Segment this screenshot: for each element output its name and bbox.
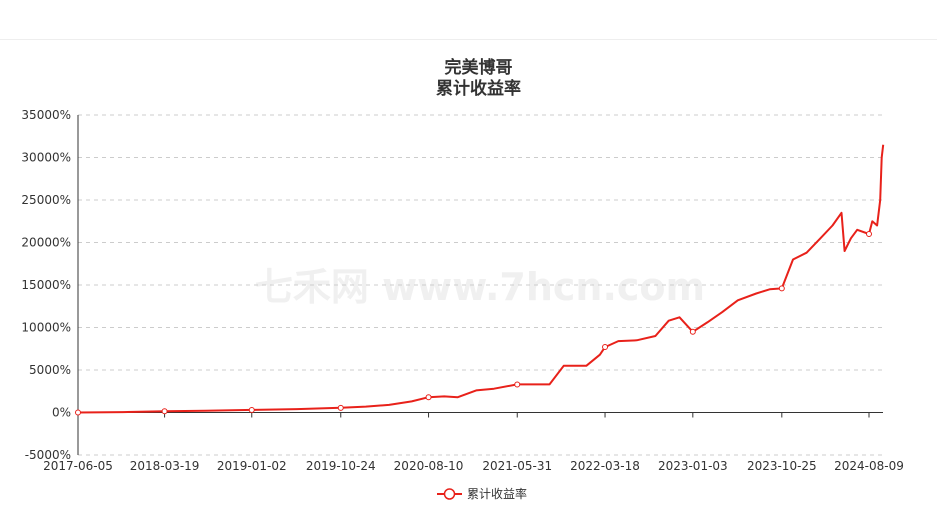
data-point [689, 328, 696, 335]
legend-marker [443, 488, 456, 500]
series-line [77, 144, 885, 414]
y-tick-label: -5000% [25, 448, 71, 462]
y-tick-label: 20000% [21, 236, 71, 250]
x-tick-label: 2023-01-03 [658, 459, 728, 473]
x-tick-label: 2019-01-02 [217, 459, 287, 473]
data-point [602, 344, 609, 351]
data-point [161, 408, 168, 415]
x-tick-label: 2018-03-19 [130, 459, 200, 473]
data-point [337, 404, 344, 411]
y-tick-label: 10000% [21, 321, 71, 335]
x-tick-label: 2023-10-25 [747, 459, 817, 473]
x-tick-label: 2021-05-31 [482, 459, 552, 473]
top-bar [0, 0, 937, 40]
y-tick-label: 5000% [29, 363, 71, 377]
y-axis-ticks: -5000% 0% 5000% 10000% 15000% 20000% 25000% 300… [21, 108, 71, 462]
y-tick-label: 15000% [21, 278, 71, 292]
y-tick-label: 0% [52, 406, 71, 420]
chart-title-block: 完美博哥 累计收益率 [0, 58, 937, 100]
x-tick-label: 2019-10-24 [306, 459, 376, 473]
x-tick-label: 2017-06-05 [43, 459, 113, 473]
legend-label: 累计收益率 [467, 486, 527, 501]
chart-subtitle: 累计收益率 [436, 79, 521, 99]
legend[interactable]: 累计收益率 [437, 486, 527, 501]
y-tick-label: 25000% [21, 193, 71, 207]
x-tick-label: 2020-08-10 [394, 459, 464, 473]
data-point [425, 394, 432, 401]
chart-title: 完美博哥 [444, 58, 513, 78]
data-point [248, 406, 255, 413]
data-point [778, 285, 785, 292]
data-point [866, 231, 872, 237]
y-tick-label: 35000% [21, 108, 71, 122]
x-tick-label: 2024-08-09 [834, 459, 904, 473]
series-group [75, 144, 885, 416]
x-axis-ticks: 2017-06-05 2018-03-19 2019-01-02 2019-10-24… [43, 412, 904, 473]
y-tick-label: 30000% [21, 151, 71, 165]
grid-lines [78, 114, 883, 456]
watermark: 七禾网 www.7hcn.com [255, 265, 705, 309]
data-point [75, 409, 81, 416]
axes [77, 115, 883, 455]
data-point [514, 381, 521, 388]
x-tick-label: 2022-03-18 [570, 459, 640, 473]
